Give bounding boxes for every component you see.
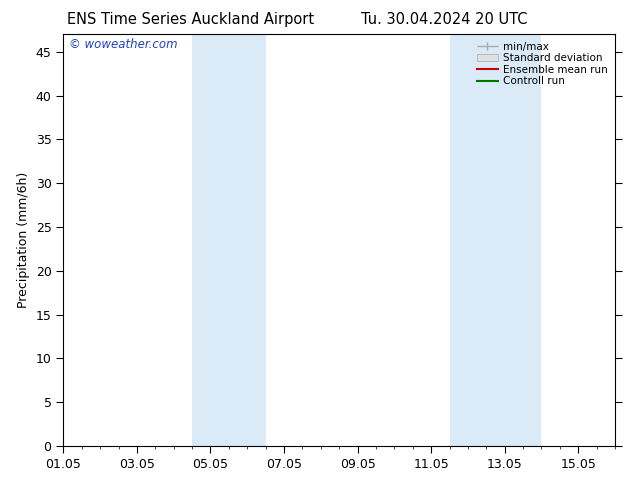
Text: Tu. 30.04.2024 20 UTC: Tu. 30.04.2024 20 UTC	[361, 12, 527, 27]
Text: ENS Time Series Auckland Airport: ENS Time Series Auckland Airport	[67, 12, 314, 27]
Bar	[450, 34, 541, 446]
Bar	[192, 34, 266, 446]
Legend: min/max, Standard deviation, Ensemble mean run, Controll run: min/max, Standard deviation, Ensemble me…	[475, 40, 610, 88]
Y-axis label: Precipitation (mm/6h): Precipitation (mm/6h)	[17, 172, 30, 308]
Text: © woweather.com: © woweather.com	[69, 38, 178, 51]
